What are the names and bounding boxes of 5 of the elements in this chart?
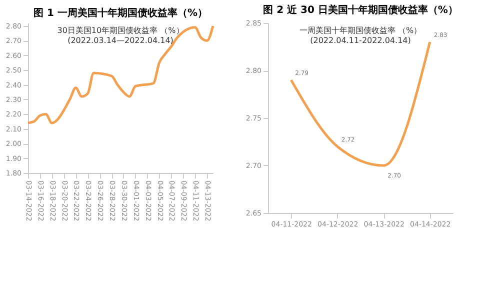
text: 一周美国十年期国债收益率 （%） (2022.04.11-2022.04.14) xyxy=(299,26,422,45)
text: 30日美国10年期国债收益率 （%） (2022.03.14—2022.04.14) xyxy=(57,26,184,45)
chart-title: 图 2 近 30 日美国十年期国债收益率（%） xyxy=(263,4,458,16)
line-series xyxy=(26,24,214,124)
chart-title: 图 1 一周美国十年期国债收益率（%） xyxy=(34,6,208,19)
